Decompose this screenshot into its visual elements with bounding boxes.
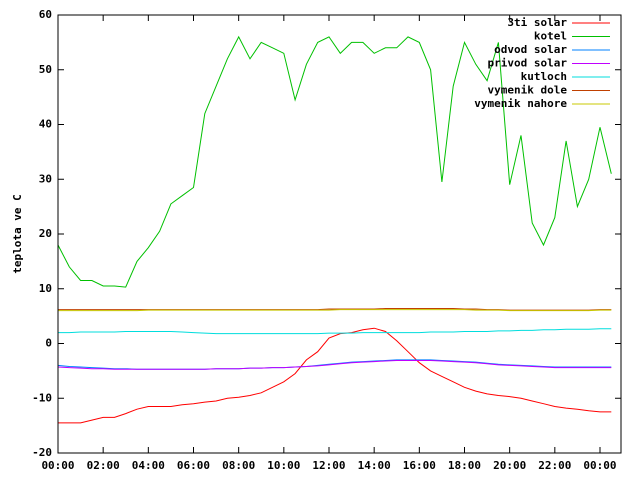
series-line bbox=[57, 360, 612, 370]
legend-label: kutloch bbox=[521, 70, 567, 83]
y-tick-label: 0 bbox=[45, 337, 52, 350]
y-tick-label: -20 bbox=[32, 446, 52, 459]
y-axis-label: teplota ve C bbox=[11, 194, 24, 273]
legend-label: privod solar bbox=[488, 57, 568, 70]
x-tick-label: 02:00 bbox=[87, 459, 120, 472]
y-tick-label: 10 bbox=[39, 282, 52, 295]
series-line bbox=[58, 309, 612, 312]
series-line bbox=[58, 328, 612, 335]
y-tick-label: 50 bbox=[39, 63, 52, 76]
x-tick-label: 10:00 bbox=[267, 459, 300, 472]
x-tick-label: 04:00 bbox=[132, 459, 165, 472]
y-tick-label: 20 bbox=[39, 227, 52, 240]
x-tick-label: 12:00 bbox=[312, 459, 345, 472]
x-tick-label: 16:00 bbox=[403, 459, 436, 472]
y-tick-label: 60 bbox=[39, 8, 52, 21]
legend-label: odvod solar bbox=[494, 43, 567, 56]
y-tick-label: 40 bbox=[39, 118, 52, 131]
y-tick-label: -10 bbox=[32, 391, 52, 404]
y-tick-label: 30 bbox=[39, 172, 52, 185]
legend-label: kotel bbox=[534, 30, 567, 43]
plot-border bbox=[57, 14, 622, 454]
x-tick-label: 18:00 bbox=[448, 459, 481, 472]
x-tick-label: 08:00 bbox=[222, 459, 255, 472]
legend-label: vymenik dole bbox=[488, 84, 568, 97]
x-tick-label: 00:00 bbox=[41, 459, 74, 472]
series-line bbox=[58, 327, 612, 424]
x-tick-label: 06:00 bbox=[177, 459, 210, 472]
x-tick-label: 00:00 bbox=[583, 459, 616, 472]
x-tick-label: 20:00 bbox=[493, 459, 526, 472]
x-tick-label: 14:00 bbox=[358, 459, 391, 472]
legend-label: 3ti solar bbox=[507, 16, 567, 29]
x-tick-label: 22:00 bbox=[538, 459, 571, 472]
legend-label: vymenik nahore bbox=[474, 97, 567, 110]
series-line bbox=[57, 35, 612, 288]
